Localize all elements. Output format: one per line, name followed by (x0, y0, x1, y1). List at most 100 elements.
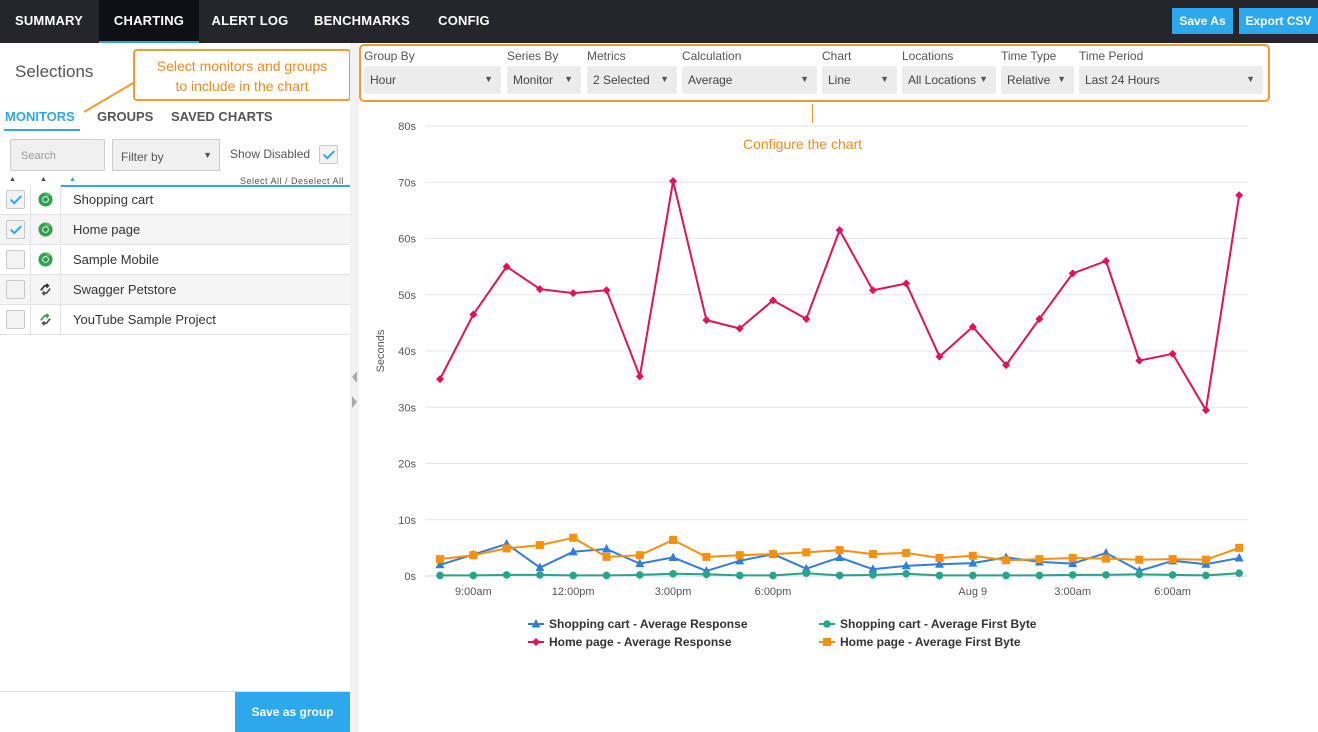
data-point (735, 555, 745, 565)
tab-saved-charts[interactable]: SAVED CHARTS (171, 109, 273, 124)
tab-config[interactable]: CONFIG (438, 13, 490, 28)
series-by-label: Series By (507, 49, 559, 63)
metrics-value: 2 Selected (593, 73, 650, 87)
filter-by-select[interactable]: Filter by ▼ (112, 139, 220, 171)
monitors-callout: Select monitors and groups to include in… (133, 49, 351, 101)
locations-select[interactable]: All Locations ▼ (902, 66, 996, 94)
chevron-down-icon: ▼ (484, 74, 493, 84)
monitor-name: Shopping cart (73, 192, 154, 207)
chart-type-label: Chart (822, 49, 852, 63)
data-point (669, 177, 678, 186)
data-point (1135, 570, 1144, 579)
data-point (569, 571, 577, 580)
save-as-group-button[interactable]: Save as group (235, 692, 350, 732)
sort-icon[interactable]: ▲ (9, 176, 16, 183)
header-underline (60, 185, 350, 187)
calculation-select[interactable]: Average ▼ (682, 66, 817, 94)
series-line (440, 572, 1240, 577)
chrome-icon (38, 192, 53, 207)
locations-label: Locations (902, 49, 954, 63)
tab-benchmarks[interactable]: BENCHMARKS (314, 13, 410, 28)
footer-divider (0, 691, 350, 692)
legend-label: Shopping cart - Average Response (549, 617, 748, 631)
data-point (569, 289, 578, 298)
icon-cell (31, 245, 61, 275)
x-tick-label: 12:00pm (552, 586, 595, 598)
chart-type-select[interactable]: Line ▼ (822, 66, 897, 94)
monitor-row[interactable]: Sample Mobile (0, 245, 350, 275)
data-point (802, 314, 811, 323)
callout-pointer (83, 81, 136, 113)
tab-summary[interactable]: SUMMARY (14, 13, 84, 28)
monitor-checkbox[interactable] (6, 250, 25, 269)
chrome-icon (38, 252, 53, 267)
panel-divider[interactable] (350, 43, 359, 732)
data-point (436, 555, 444, 564)
data-point (802, 548, 811, 557)
sort-icon[interactable]: ▲ (69, 176, 76, 183)
collapse-arrows-icon[interactable] (350, 368, 359, 428)
tab-monitors[interactable]: MONITORS (5, 109, 75, 124)
icon-cell (31, 215, 61, 245)
selections-title: Selections (15, 62, 94, 81)
chart-type-value: Line (828, 73, 851, 87)
monitor-row[interactable]: Home page (0, 215, 350, 245)
data-point (969, 571, 977, 580)
export-csv-button[interactable]: Export CSV (1239, 8, 1318, 34)
monitor-row[interactable]: YouTube Sample Project (0, 305, 350, 335)
data-point (469, 571, 478, 580)
monitor-checkbox[interactable] (6, 280, 25, 299)
monitor-name: Sample Mobile (73, 252, 159, 267)
tab-alert-log[interactable]: ALERT LOG (211, 13, 289, 28)
data-point (835, 552, 845, 561)
y-axis-label: Seconds (375, 329, 387, 372)
tab-charting[interactable]: CHARTING (99, 0, 199, 43)
icon-cell (31, 305, 61, 335)
legend-label: Home page - Average First Byte (840, 635, 1021, 649)
x-tick-label: 6:00am (1154, 586, 1191, 598)
data-point (735, 551, 744, 560)
data-point (1168, 555, 1178, 565)
sort-icon[interactable]: ▲ (40, 176, 47, 183)
data-point (1134, 565, 1144, 575)
monitor-checkbox[interactable] (6, 220, 25, 239)
metrics-select[interactable]: 2 Selected ▼ (587, 66, 677, 94)
monitor-checkbox[interactable] (6, 310, 25, 329)
chevron-down-icon: ▼ (1057, 74, 1066, 84)
search-input[interactable]: Search (10, 139, 105, 171)
checkbox-cell (0, 185, 31, 215)
data-point (1002, 571, 1010, 580)
series-line (439, 542, 1240, 572)
monitor-row[interactable]: Shopping cart (0, 185, 350, 215)
monitor-row[interactable]: Swagger Petstore (0, 275, 350, 305)
time-period-select[interactable]: Last 24 Hours ▼ (1079, 66, 1263, 94)
data-point (1001, 552, 1011, 561)
data-point (1235, 569, 1243, 577)
data-point (502, 571, 511, 579)
select-all-link[interactable]: Select All / Deselect All (240, 176, 345, 186)
data-point (669, 569, 677, 578)
data-point (1235, 543, 1244, 552)
monitor-name: Home page (73, 222, 141, 237)
group-by-select[interactable]: Hour ▼ (364, 66, 501, 94)
data-point (769, 571, 777, 580)
x-tick-label: 3:00pm (655, 586, 692, 598)
monitor-checkbox[interactable] (6, 190, 25, 209)
data-point (935, 559, 944, 568)
data-point (635, 372, 644, 381)
y-tick-label: 80s (398, 121, 416, 133)
data-point (635, 558, 645, 568)
show-disabled-checkbox[interactable] (319, 145, 338, 164)
tab-groups[interactable]: GROUPS (97, 109, 154, 124)
time-type-select[interactable]: Relative ▼ (1001, 66, 1074, 94)
legend-marker (532, 638, 540, 646)
save-as-button[interactable]: Save As (1172, 8, 1233, 34)
x-tick-label: 3:00am (1054, 586, 1091, 598)
data-point (536, 571, 544, 579)
legend-marker (823, 620, 831, 628)
data-point (602, 286, 611, 295)
data-point (1235, 191, 1244, 200)
series-by-select[interactable]: Monitor ▼ (507, 66, 581, 94)
data-point (602, 544, 611, 553)
checkbox-cell (0, 215, 31, 245)
